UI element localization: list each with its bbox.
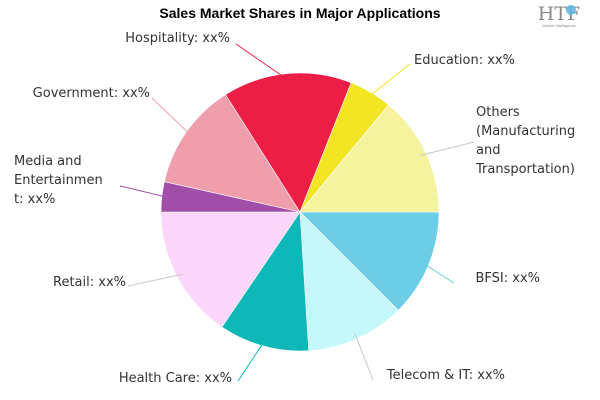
pie-slice — [299, 104, 440, 213]
leader-line — [237, 340, 266, 382]
slice-label: Hospitality: xx% — [125, 31, 230, 46]
leader-line — [119, 185, 168, 198]
slice-label: Health Care: xx% — [119, 371, 232, 386]
leader-line — [127, 273, 183, 287]
htf-logo: HTF Market Intelligence — [538, 3, 580, 28]
pie-slices — [160, 72, 440, 352]
pie-slice — [225, 72, 352, 213]
leader-line — [422, 262, 455, 284]
logo-subtext: Market Intelligence — [542, 23, 576, 28]
slice-label: Media and Entertainmen t: xx% — [14, 154, 103, 207]
pie-slice — [299, 211, 440, 311]
slice-label: Telecom & IT: xx% — [386, 368, 505, 383]
pie-slice — [221, 211, 310, 352]
pie-slice — [160, 211, 301, 328]
globe-icon — [566, 5, 576, 15]
leader-line — [235, 43, 288, 81]
pie-slice — [163, 94, 301, 213]
slice-label: Education: xx% — [414, 53, 515, 68]
slice-labels: BFSI: xx% Telecom & IT: xx% Health Care: x… — [14, 31, 575, 386]
leader-line — [367, 63, 411, 98]
chart-title: Sales Market Shares in Major Application… — [159, 5, 440, 21]
leader-lines — [119, 43, 475, 382]
leader-line — [151, 97, 192, 136]
leader-line — [354, 333, 374, 381]
leader-line — [420, 141, 475, 156]
slice-label: Government: xx% — [33, 86, 150, 101]
slice-label: Others (Manufacturing and Transportation) — [475, 105, 575, 177]
slice-label: BFSI: xx% — [475, 271, 540, 286]
slice-label: Retail: xx% — [53, 275, 126, 290]
